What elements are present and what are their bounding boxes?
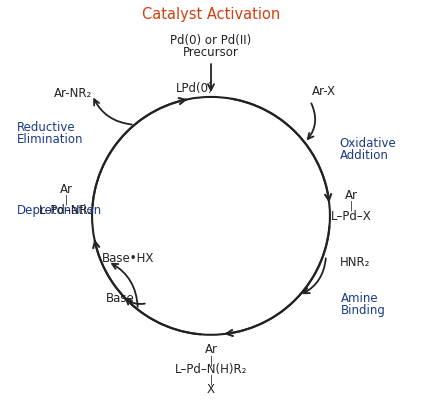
Text: Ar-NR₂: Ar-NR₂ [54,87,93,100]
Text: Ar-X: Ar-X [312,85,336,98]
Text: Catalyst Activation: Catalyst Activation [142,7,280,22]
Text: Binding: Binding [341,303,386,316]
Text: Elimination: Elimination [17,133,83,146]
Text: |: | [209,354,213,365]
Text: |: | [65,194,68,205]
Text: L–Pd–X: L–Pd–X [331,210,372,223]
Text: Addition: Addition [340,148,389,162]
Text: L–Pd–N(H)R₂: L–Pd–N(H)R₂ [175,362,247,375]
Text: Ar: Ar [345,188,358,201]
Text: Base: Base [106,291,135,304]
Text: Reductive: Reductive [17,121,76,134]
Text: Amine: Amine [341,291,379,304]
Text: Pd(0) or Pd(II): Pd(0) or Pd(II) [170,34,252,47]
Text: Ar: Ar [60,182,73,195]
Text: |: | [350,200,353,211]
Text: L–Pd–NR₂: L–Pd–NR₂ [39,204,94,217]
Text: Base•HX: Base•HX [102,251,154,264]
Text: Precursor: Precursor [183,46,239,59]
Text: Oxidative: Oxidative [340,137,397,150]
Text: Deprotonation: Deprotonation [17,204,102,217]
Text: |: | [209,374,213,385]
Text: X: X [207,382,215,395]
Text: HNR₂: HNR₂ [340,255,371,268]
Text: LPd(0): LPd(0) [176,81,214,94]
Text: Ar: Ar [205,342,217,355]
